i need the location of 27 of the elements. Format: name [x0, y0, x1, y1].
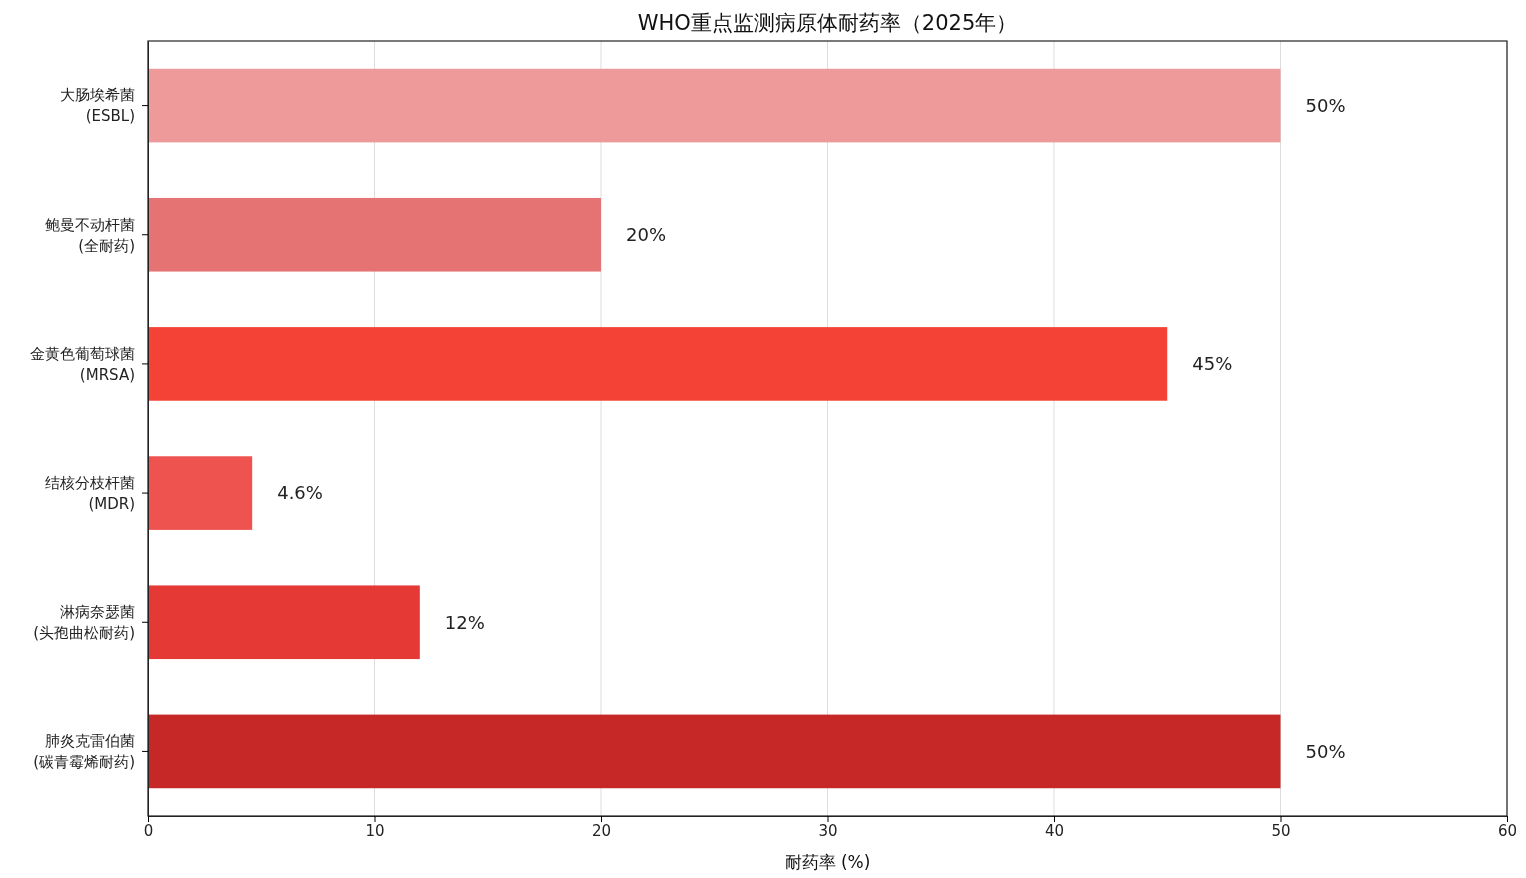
y-tick-label: 鲍曼不动杆菌 (全耐药): [45, 215, 135, 255]
bar: [148, 197, 601, 272]
bar: [148, 456, 253, 530]
bar: [148, 714, 1281, 789]
y-tick-label: 大肠埃希菌 (ESBL): [60, 86, 135, 126]
y-tick-label: 金黄色葡萄球菌 (MRSA): [30, 344, 135, 384]
x-axis-title: 耐药率 (%): [784, 852, 871, 872]
x-tick-label: 60: [1497, 821, 1518, 840]
y-tick-label: 结核分枝杆菌 (MDR): [45, 473, 135, 513]
bar: [148, 68, 1281, 143]
data-label: 4.6%: [277, 482, 323, 504]
x-tick-label: 50: [1271, 821, 1291, 840]
bar: [148, 585, 420, 660]
y-tick-label: 肺炎克雷伯菌 (碳青霉烯耐药): [33, 732, 135, 772]
x-tick-label: 40: [1044, 821, 1065, 840]
x-tick-label: 10: [365, 821, 385, 840]
chart-title: WHO重点监测病原体耐药率（2025年）: [637, 11, 1018, 35]
bar: [148, 327, 1168, 401]
data-label: 20%: [626, 224, 667, 246]
data-label: 50%: [1305, 740, 1346, 762]
data-label: 12%: [444, 611, 485, 633]
data-label: 50%: [1305, 94, 1346, 116]
y-tick-label: 淋病奈瑟菌 (头孢曲松耐药): [33, 603, 135, 642]
data-label: 45%: [1192, 353, 1233, 375]
x-tick-label: 20: [591, 821, 612, 840]
x-tick-label: 0: [143, 821, 154, 840]
x-tick-label: 30: [818, 821, 838, 840]
